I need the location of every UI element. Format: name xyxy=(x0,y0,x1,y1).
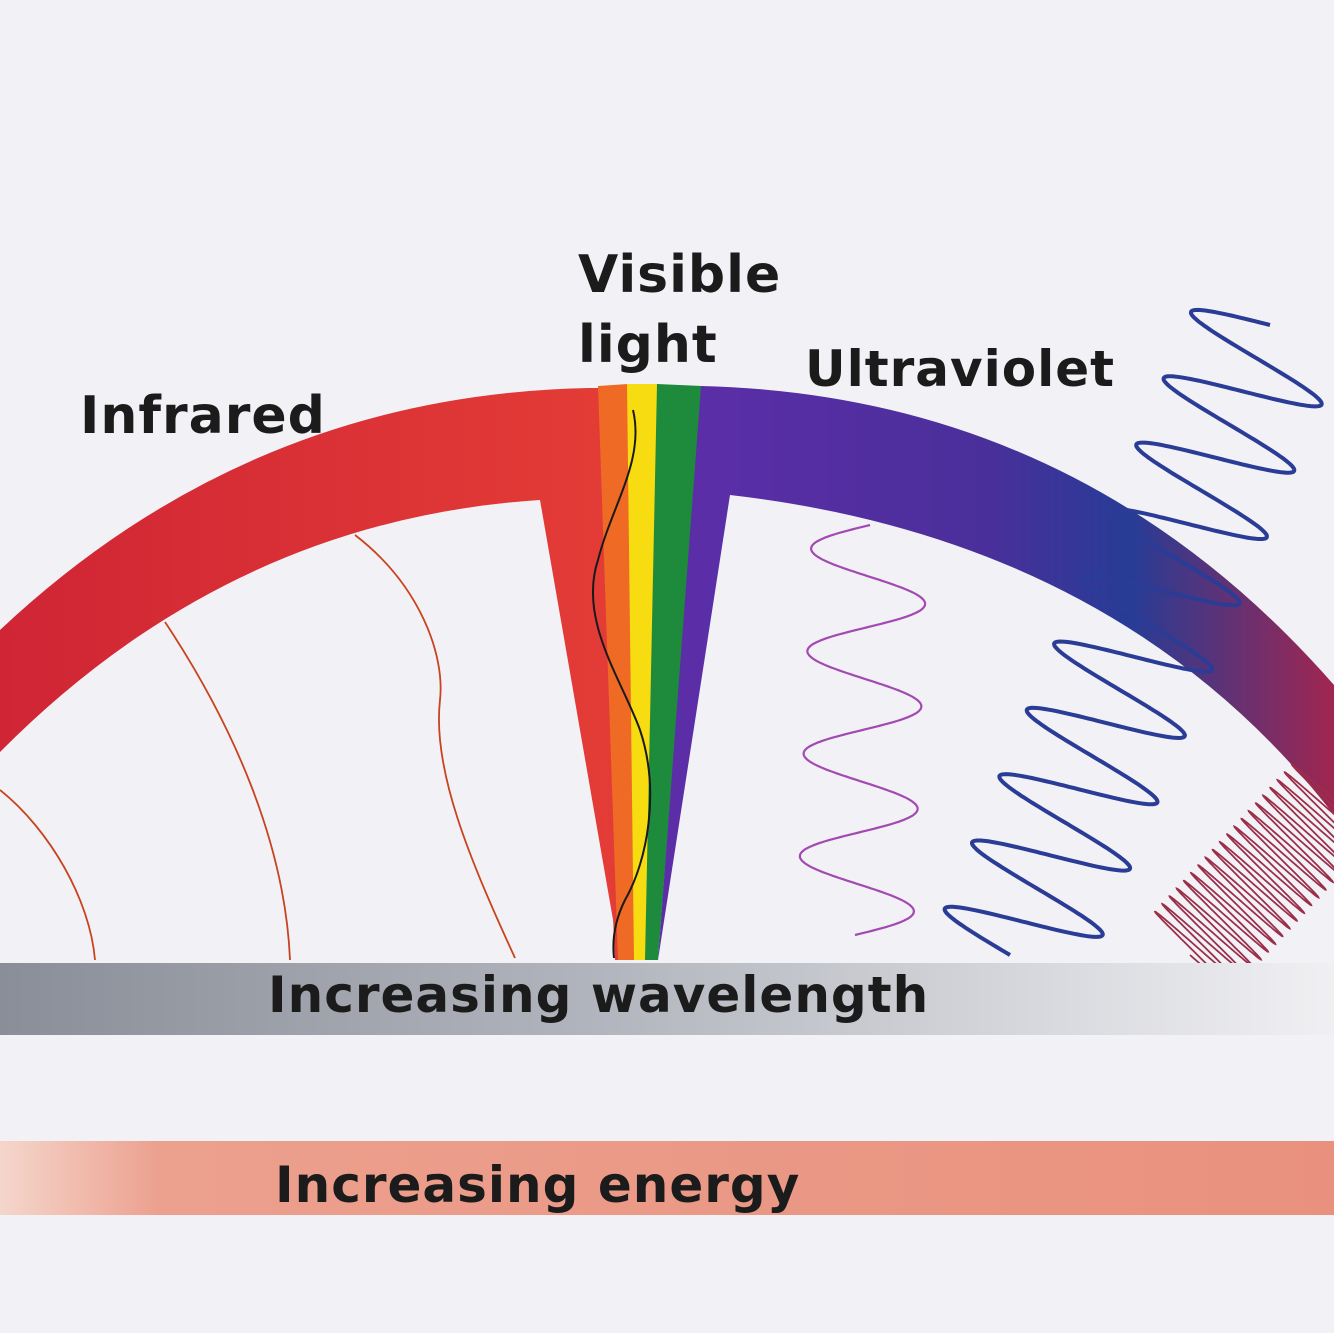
wavelength-bar xyxy=(0,963,1334,1035)
infrared-band xyxy=(0,388,620,960)
infrared-wave-3 xyxy=(354,534,516,959)
energy-bar xyxy=(0,1141,1334,1215)
infrared-wave-1 xyxy=(0,789,96,961)
infrared-wave-2 xyxy=(164,621,291,961)
visible-band-yellow xyxy=(627,384,658,960)
wavelength-bar-label: Increasing wavelength xyxy=(268,966,929,1024)
visible-light-label-line1: Visible xyxy=(578,245,781,305)
visible-band-green xyxy=(645,384,702,960)
infrared-waves xyxy=(0,534,516,961)
high-frequency-wave xyxy=(1153,763,1334,992)
energy-bar-label: Increasing energy xyxy=(275,1156,800,1214)
ultraviolet-wave-blue xyxy=(942,307,1324,957)
ultraviolet-label: Ultraviolet xyxy=(805,340,1115,398)
ultraviolet-wave-thin xyxy=(798,523,927,937)
infrared-label: Infrared xyxy=(80,386,326,446)
visible-light-wave xyxy=(592,409,652,959)
visible-light-label-line2: light xyxy=(578,315,718,375)
ultraviolet-band xyxy=(658,386,1334,960)
